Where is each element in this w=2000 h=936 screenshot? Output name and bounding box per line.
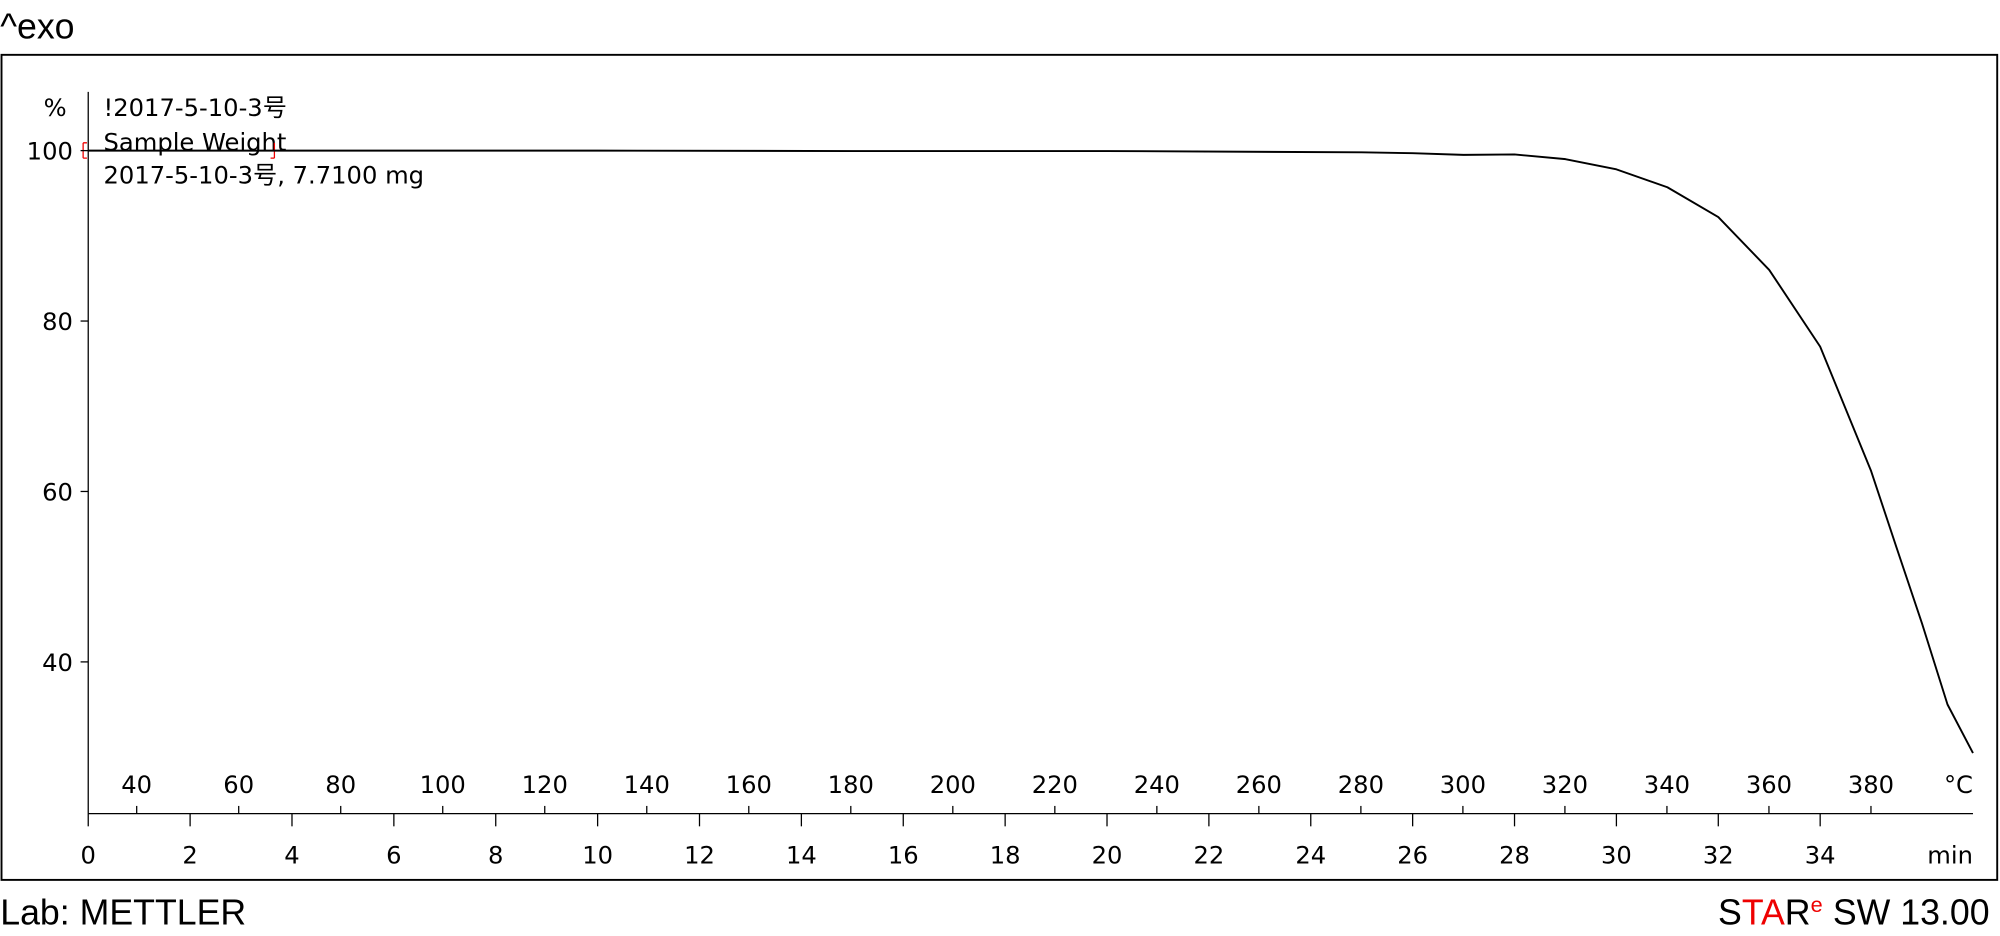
y-tick-label: 80 xyxy=(42,308,73,336)
x-tick-label: 8 xyxy=(488,841,503,869)
x2-tick-label: 220 xyxy=(1032,771,1078,799)
x-tick-label: 20 xyxy=(1092,841,1123,869)
x2-tick-label: 80 xyxy=(325,771,356,799)
x-tick-label: 22 xyxy=(1193,841,1224,869)
brand-part: SW 13.00 xyxy=(1833,893,1990,933)
x-tick-label: 28 xyxy=(1499,841,1530,869)
x-tick-label: 26 xyxy=(1397,841,1428,869)
lab-label: Lab: METTLER xyxy=(0,893,246,933)
x2-tick-label: 180 xyxy=(828,771,874,799)
x2-tick-label: 60 xyxy=(223,771,254,799)
x2-tick-label: 380 xyxy=(1848,771,1894,799)
data-line xyxy=(88,149,1974,754)
x-axis-label: min xyxy=(1927,841,1973,869)
x2-tick-label: 120 xyxy=(522,771,568,799)
x-tick-label: 12 xyxy=(684,841,715,869)
x2-tick-label: 320 xyxy=(1542,771,1588,799)
y-tick-label: 40 xyxy=(42,649,73,677)
brand-part: e xyxy=(1811,892,1823,917)
x-tick-label: 24 xyxy=(1295,841,1326,869)
x-tick-label: 32 xyxy=(1703,841,1734,869)
x2-axis-label: °C xyxy=(1944,771,1973,799)
legend-entry: !2017-5-10-3号 xyxy=(104,94,287,122)
annotation: Sample Weight xyxy=(104,128,287,156)
brand-part: R xyxy=(1785,893,1811,933)
x2-tick-label: 280 xyxy=(1338,771,1384,799)
x2-tick-label: 140 xyxy=(624,771,670,799)
x-tick-label: 34 xyxy=(1805,841,1836,869)
x2-tick-label: 200 xyxy=(930,771,976,799)
y-tick-label: 60 xyxy=(42,478,73,506)
x-tick-label: 30 xyxy=(1601,841,1632,869)
brand-part: TA xyxy=(1742,893,1785,933)
software-label: STARe SW 13.00 xyxy=(1718,892,1990,933)
x2-tick-label: 100 xyxy=(420,771,466,799)
x2-tick-label: 340 xyxy=(1644,771,1690,799)
x-tick-label: 2 xyxy=(182,841,197,869)
y-axis-label: % xyxy=(44,94,67,122)
x-tick-label: 10 xyxy=(582,841,613,869)
x2-tick-label: 40 xyxy=(121,771,152,799)
x2-tick-label: 240 xyxy=(1134,771,1180,799)
x2-tick-label: 260 xyxy=(1236,771,1282,799)
x-tick-label: 14 xyxy=(786,841,817,869)
x2-tick-label: 360 xyxy=(1746,771,1792,799)
x2-tick-label: 160 xyxy=(726,771,772,799)
x2-tick-label: 300 xyxy=(1440,771,1486,799)
x-tick-label: 6 xyxy=(386,841,401,869)
x-tick-label: 0 xyxy=(81,841,96,869)
header: ^exo xyxy=(0,6,74,46)
x-tick-label: 18 xyxy=(990,841,1021,869)
frame xyxy=(0,53,1999,881)
x-tick-label: 4 xyxy=(284,841,299,869)
brand-part: S xyxy=(1718,893,1742,933)
x-tick-label: 16 xyxy=(888,841,919,869)
annotation: 2017-5-10-3号, 7.7100 mg xyxy=(104,162,425,190)
y-tick-label: 100 xyxy=(27,138,73,166)
